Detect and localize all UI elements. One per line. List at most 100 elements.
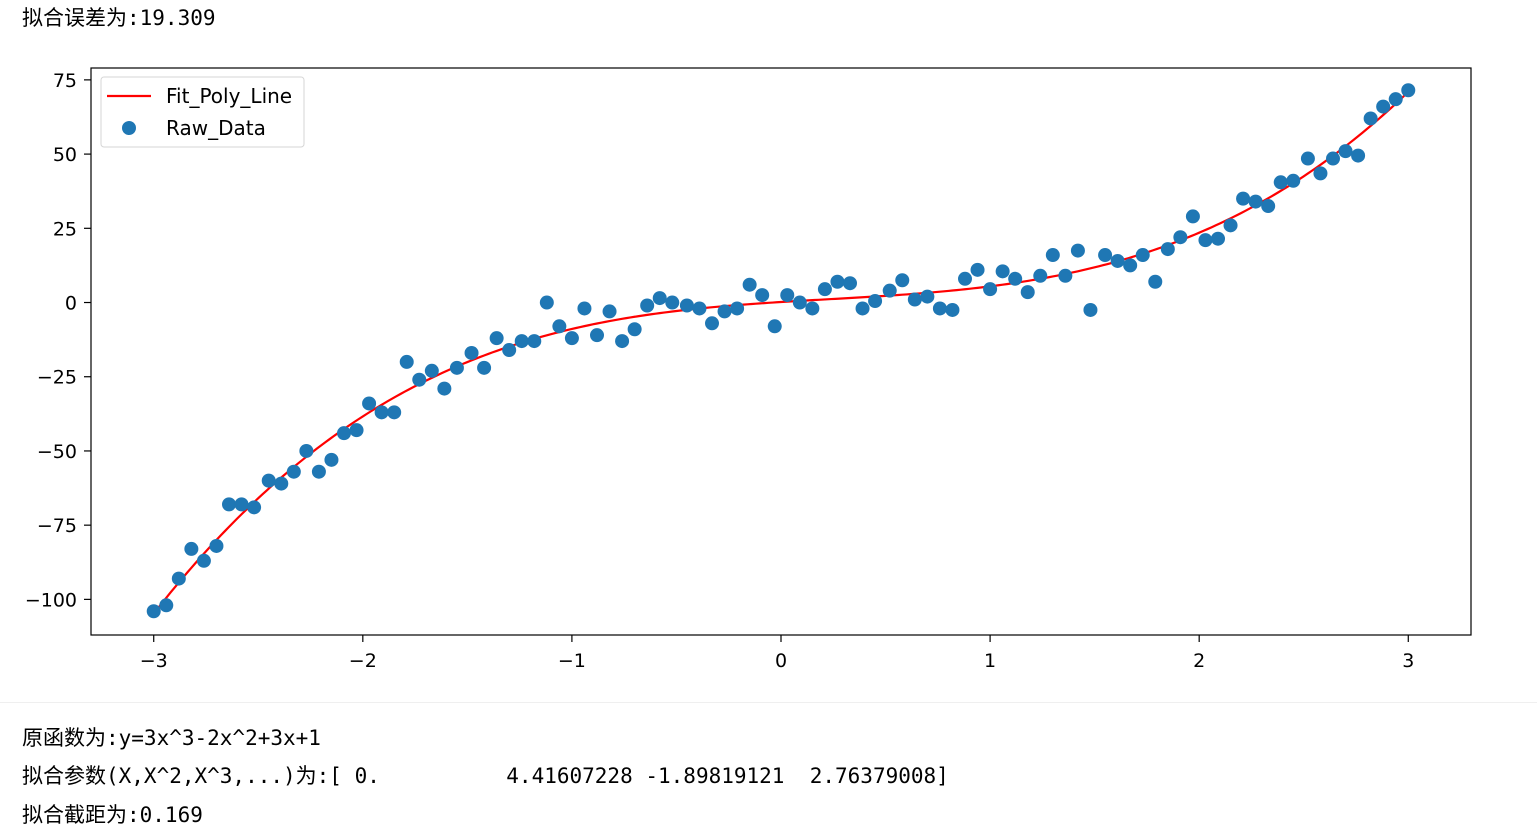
raw-data-point xyxy=(882,283,897,298)
raw-data-point xyxy=(477,360,492,375)
raw-data-point xyxy=(564,331,579,346)
raw-data-point xyxy=(196,553,211,568)
raw-data-point xyxy=(995,264,1010,279)
raw-data-point xyxy=(615,334,630,349)
raw-data-point xyxy=(349,423,364,438)
raw-data-point xyxy=(895,273,910,288)
x-tick-label: 0 xyxy=(775,650,787,672)
legend-box xyxy=(100,76,305,148)
axes-frame xyxy=(90,67,1472,636)
raw-data-point xyxy=(1223,218,1238,233)
raw-data-point xyxy=(843,276,857,291)
raw-data-point xyxy=(1058,268,1073,283)
raw-data-point xyxy=(1211,231,1225,246)
raw-data-point xyxy=(958,271,972,286)
fit-error-text: 拟合误差为:19.309 xyxy=(22,6,216,30)
raw-data-point xyxy=(412,372,427,387)
y-tick-label: −50 xyxy=(37,441,77,463)
raw-data-point xyxy=(1008,271,1023,286)
raw-data-point xyxy=(577,301,592,316)
raw-data-point xyxy=(830,274,845,289)
raw-data-point xyxy=(261,473,276,488)
raw-data-point xyxy=(970,262,985,277)
raw-data-point xyxy=(1160,242,1175,257)
raw-data-point xyxy=(184,541,199,556)
raw-data-point xyxy=(374,405,389,420)
raw-data-point xyxy=(1300,151,1315,166)
fit-params-text: 拟合参数(X,X^2,X^3,...)为:[ 0. 4.41607228 -1.… xyxy=(22,764,949,788)
x-axis: −3 −2 −1 0 1 2 3 xyxy=(140,635,1414,672)
raw-data-point xyxy=(1376,99,1391,114)
raw-data-point xyxy=(539,295,554,310)
raw-data-point xyxy=(1313,166,1328,181)
y-tick-label: 0 xyxy=(65,293,77,315)
raw-data-point xyxy=(1098,248,1113,263)
raw-data-point xyxy=(311,464,326,479)
raw-data-point xyxy=(679,298,694,313)
raw-data-point xyxy=(1070,243,1085,258)
raw-data-point xyxy=(1388,92,1403,107)
raw-data-point xyxy=(209,538,224,553)
raw-data-point xyxy=(602,304,617,319)
raw-data-point xyxy=(1338,144,1353,159)
raw-data-point xyxy=(387,405,402,420)
x-tick-label: 3 xyxy=(1402,650,1414,672)
raw-data-point xyxy=(159,598,174,613)
raw-data-point xyxy=(780,288,795,303)
x-tick-label: −1 xyxy=(558,650,586,672)
output-separator xyxy=(0,702,1537,703)
raw-data-point xyxy=(1135,248,1150,263)
raw-data-point xyxy=(234,497,249,512)
raw-data-point xyxy=(665,295,680,310)
legend-label-fit: Fit_Poly_Line xyxy=(166,84,292,108)
raw-data-point xyxy=(1236,191,1251,206)
raw-data-series xyxy=(146,83,1416,619)
legend-label-raw: Raw_Data xyxy=(166,116,266,140)
raw-data-point xyxy=(222,497,236,512)
legend: Fit_Poly_Line Raw_Data xyxy=(100,76,305,148)
y-tick-label: −25 xyxy=(37,367,77,389)
raw-data-point xyxy=(489,331,504,346)
legend-marker-swatch xyxy=(122,121,136,135)
raw-data-point xyxy=(907,292,922,307)
raw-data-point xyxy=(399,354,414,369)
raw-data-point xyxy=(514,334,529,349)
raw-data-point xyxy=(1363,111,1378,126)
raw-data-point xyxy=(590,328,604,343)
raw-data-point xyxy=(1261,199,1276,214)
raw-data-point xyxy=(1033,268,1048,283)
raw-data-point xyxy=(274,476,289,491)
raw-data-point xyxy=(286,464,301,479)
intercept-text: 拟合截距为:0.169 xyxy=(22,803,203,827)
raw-data-point xyxy=(742,277,757,292)
x-tick-label: −2 xyxy=(349,650,377,672)
raw-data-point xyxy=(945,302,960,317)
raw-data-point xyxy=(932,301,947,316)
y-tick-label: 75 xyxy=(53,70,77,92)
raw-data-point xyxy=(1045,248,1060,263)
raw-data-point xyxy=(337,426,351,441)
raw-data-point xyxy=(983,282,998,297)
raw-data-point xyxy=(362,396,377,411)
raw-data-point xyxy=(792,295,807,310)
raw-data-point xyxy=(424,363,439,378)
raw-data-point xyxy=(868,294,883,309)
original-function-text: 原函数为:y=3x^3-2x^2+3x+1 xyxy=(22,726,321,750)
plot-area xyxy=(90,67,1472,636)
raw-data-point xyxy=(1173,230,1188,245)
polynomial-fit-chart: −3 −2 −1 0 1 2 3 75 50 25 0 −25 −50 −75 −100 Fit_Poly… xyxy=(25,67,1472,672)
x-tick-label: 1 xyxy=(984,650,996,672)
raw-data-point xyxy=(1273,175,1288,190)
raw-data-point xyxy=(1148,274,1163,289)
raw-data-point xyxy=(1401,83,1416,98)
y-axis: 75 50 25 0 −25 −50 −75 −100 xyxy=(25,70,91,611)
raw-data-point xyxy=(299,443,314,458)
raw-data-point xyxy=(324,452,339,467)
raw-data-point xyxy=(1110,253,1125,268)
raw-data-point xyxy=(552,319,567,334)
raw-data-point xyxy=(767,319,782,334)
raw-data-point xyxy=(1326,151,1340,166)
x-tick-label: −3 xyxy=(140,650,168,672)
raw-data-point xyxy=(817,282,832,297)
raw-data-point xyxy=(464,345,479,360)
